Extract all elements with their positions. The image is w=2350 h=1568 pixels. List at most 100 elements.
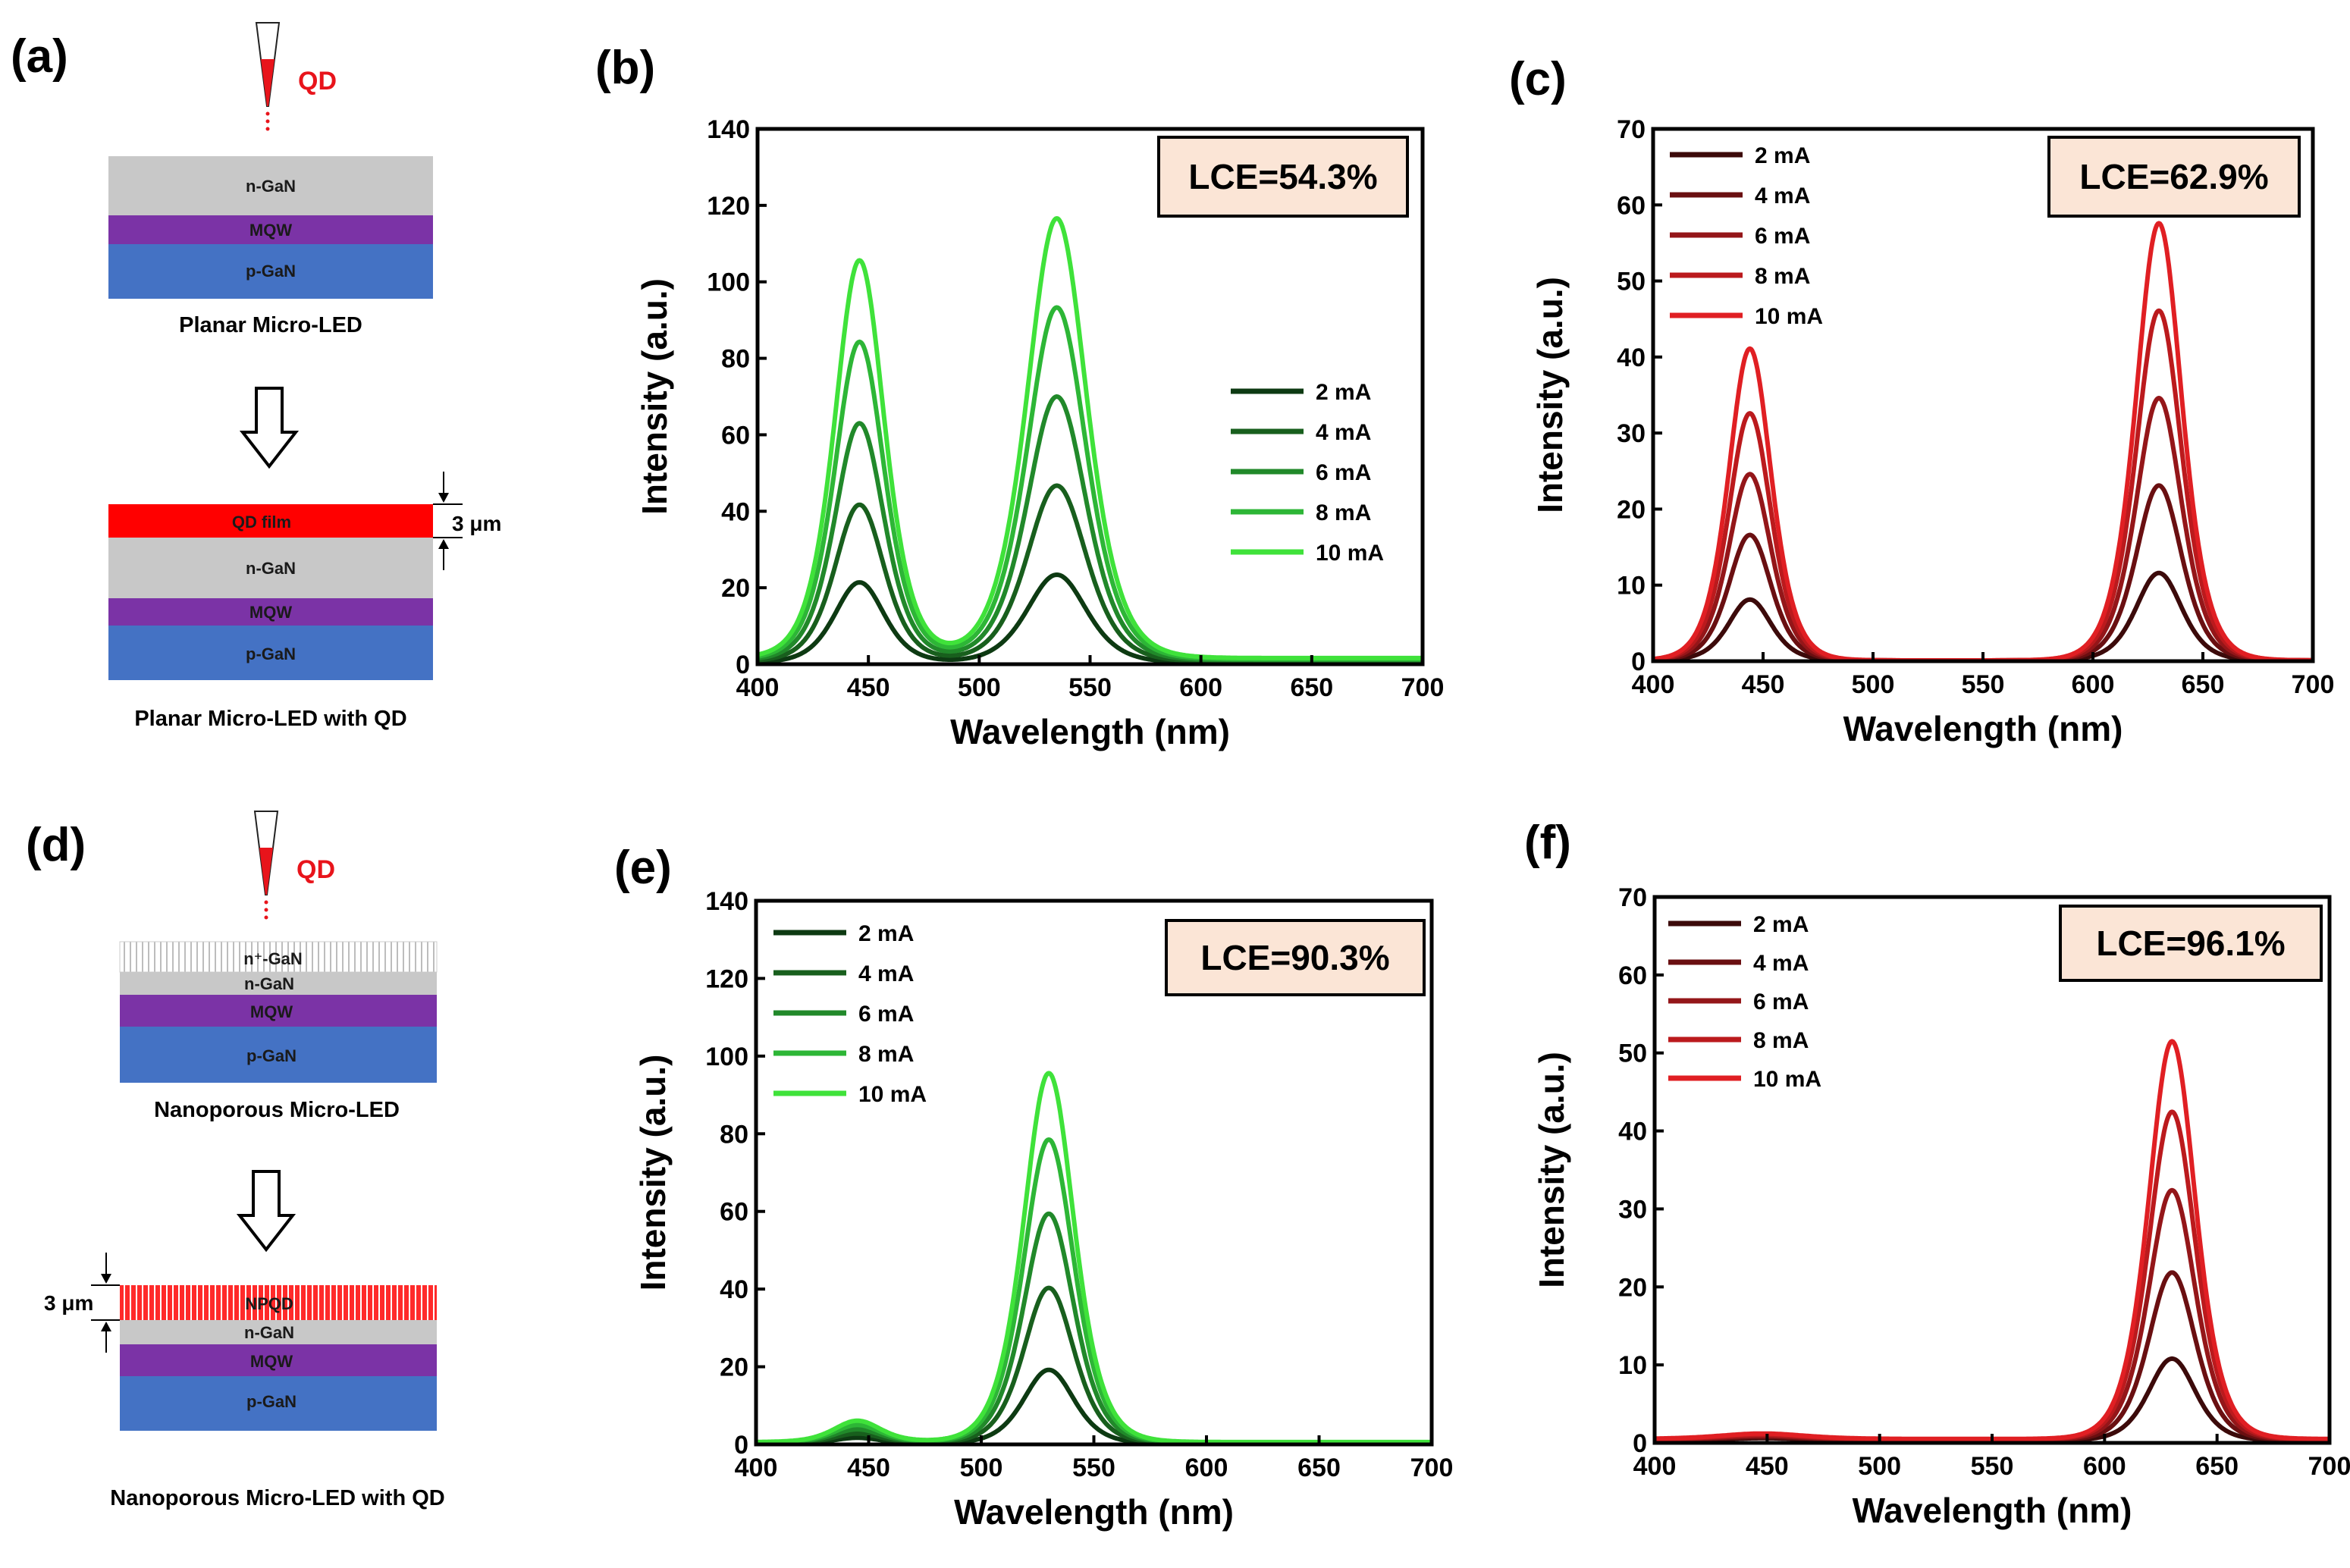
schematic-planar: QD n-GaN MQW p-GaN Planar Micro-LED QD f… (108, 22, 501, 731)
chart-panel-f: 400 450 500 550 600 650 700 0 10 20 30 40 50 60 70 Wave… (1532, 883, 2350, 1530)
lce-annotation-box (1157, 136, 1409, 218)
x-tick-label: 500 (1858, 1452, 1901, 1481)
x-tick-label: 700 (1401, 673, 1445, 702)
x-tick-label: 500 (1852, 670, 1895, 699)
layer-p-gan (108, 626, 433, 680)
y-tick-label: 0 (1633, 1429, 1647, 1458)
x-tick-label: 600 (1185, 1454, 1228, 1482)
y-tick-label: 120 (705, 964, 748, 993)
legend-label: 10 mA (858, 1082, 927, 1107)
legend-label: 8 mA (858, 1042, 914, 1067)
legend-label: 4 mA (858, 961, 914, 986)
legend-label: 6 mA (858, 1002, 914, 1027)
x-tick-label: 450 (847, 1454, 890, 1482)
layer-n-plus-gan (119, 941, 438, 973)
x-tick-label: 650 (1297, 1454, 1341, 1482)
y-tick-label: 100 (705, 1043, 748, 1071)
y-tick-label: 60 (1618, 961, 1647, 990)
x-tick-label: 500 (960, 1454, 1003, 1482)
panel-label-a: (a) (11, 30, 68, 83)
layer-p-gan (120, 1027, 437, 1083)
layer-p-gan (120, 1376, 437, 1431)
legend-label: 6 mA (1755, 224, 1810, 249)
y-tick-label: 50 (1618, 1040, 1647, 1068)
panel-label-f: (f) (1524, 817, 1571, 869)
thickness-marker (433, 472, 463, 570)
layer-mqw (120, 1344, 437, 1376)
lce-annotation: LCE=90.3% (1200, 938, 1389, 977)
y-tick-label: 140 (705, 887, 748, 916)
thickness-label: 3 μm (44, 1291, 93, 1315)
x-tick-label: 700 (2292, 670, 2335, 699)
legend-label: 10 mA (1755, 304, 1823, 329)
legend-label: 10 mA (1753, 1067, 1821, 1092)
y-tick-label: 140 (707, 115, 750, 144)
x-tick-label: 400 (1632, 670, 1675, 699)
layer-label: MQW (249, 603, 292, 622)
layer-label: n⁺-GaN (243, 949, 303, 968)
y-tick-label: 0 (736, 651, 750, 679)
lce-annotation: LCE=62.9% (2079, 157, 2268, 196)
layer-label: MQW (249, 221, 292, 240)
y-tick-label: 20 (720, 1353, 748, 1382)
lce-annotation-box (2059, 905, 2323, 982)
thickness-label: 3 μm (452, 512, 501, 535)
lce-annotation: LCE=96.1% (2096, 924, 2285, 963)
legend-label: 2 mA (1316, 380, 1371, 405)
x-tick-label: 450 (1742, 670, 1785, 699)
y-tick-label: 70 (1618, 883, 1647, 912)
down-arrow-icon (236, 1170, 296, 1253)
y-tick-label: 40 (720, 1275, 748, 1304)
legend-label: 6 mA (1316, 460, 1371, 485)
layer-label: n-GaN (244, 974, 294, 993)
y-axis-title: Intensity (a.u.) (1532, 1052, 1571, 1288)
y-tick-label: 40 (1618, 1118, 1647, 1146)
series-line-10ma (1652, 221, 2314, 663)
x-axis-title: Wavelength (nm) (954, 1492, 1234, 1532)
layer-label: MQW (250, 1352, 293, 1371)
layer-mqw (108, 215, 433, 244)
y-tick-label: 20 (1617, 495, 1646, 524)
thickness-marker (91, 1253, 120, 1353)
legend-label: 2 mA (1755, 143, 1810, 168)
layer-mqw (108, 598, 433, 626)
layer-label: MQW (250, 1002, 293, 1021)
legend-label: 6 mA (1753, 989, 1809, 1014)
x-tick-label: 550 (1068, 673, 1112, 702)
y-tick-label: 20 (1618, 1273, 1647, 1302)
legend-label: 2 mA (1753, 912, 1809, 937)
layer-label: n-GaN (244, 1323, 294, 1342)
x-tick-label: 450 (847, 673, 890, 702)
x-tick-label: 550 (1072, 1454, 1115, 1482)
caption: Nanoporous Micro-LED with QD (110, 1486, 444, 1510)
layer-label: p-GaN (246, 1392, 296, 1411)
y-tick-label: 20 (721, 574, 750, 603)
y-tick-label: 50 (1617, 268, 1646, 296)
layer-label: QD film (232, 513, 291, 532)
layer-label: p-GaN (246, 262, 296, 281)
legend-label: 8 mA (1755, 264, 1810, 289)
x-tick-label: 600 (2072, 670, 2115, 699)
x-tick-label: 550 (1962, 670, 2005, 699)
schematic-nanoporous: QD n⁺-GaN n-GaN MQW p-GaN Nanoporous Mic… (44, 811, 445, 1510)
y-tick-label: 120 (707, 192, 750, 221)
y-tick-label: 30 (1617, 419, 1646, 448)
chart-panel-b: 400 450 500 550 600 650 700 0 20 40 60 80 100 120 140 W… (635, 115, 1444, 751)
panel-label-d: (d) (26, 819, 86, 871)
y-tick-label: 70 (1617, 115, 1646, 144)
lce-annotation: LCE=54.3% (1188, 157, 1377, 196)
x-tick-label: 450 (1746, 1452, 1789, 1481)
legend-label: 4 mA (1316, 420, 1371, 445)
y-tick-label: 0 (734, 1431, 748, 1460)
caption: Planar Micro-LED (179, 313, 362, 337)
lce-annotation-box (1165, 919, 1426, 996)
chart-panel-e: 400 450 500 550 600 650 700 0 20 40 60 80 100 120 140 W… (633, 887, 1453, 1532)
x-tick-label: 650 (2195, 1452, 2239, 1481)
caption: Planar Micro-LED with QD (134, 707, 406, 731)
legend-label: 10 mA (1316, 541, 1384, 566)
lce-annotation-box (2047, 136, 2301, 218)
layer-label: n-GaN (246, 177, 296, 196)
x-tick-label: 650 (2182, 670, 2225, 699)
down-arrow-icon (239, 387, 300, 469)
